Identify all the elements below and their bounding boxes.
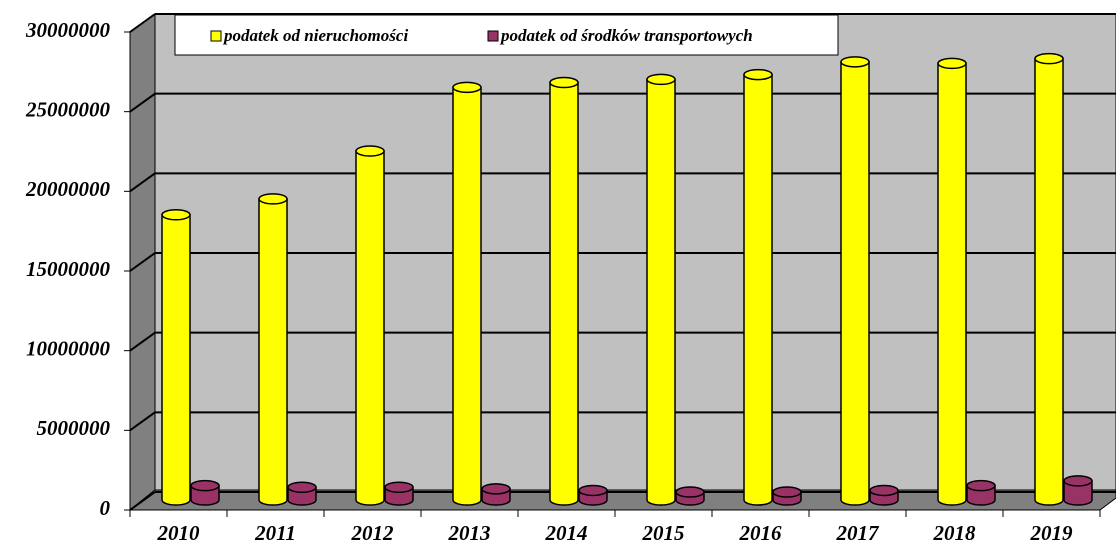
grid-line [129,331,156,352]
bar-top [937,57,967,70]
grid-line [129,13,156,33]
y-tick-label: 5000000 [37,416,111,440]
bar [355,145,385,506]
bar-body [258,198,288,506]
x-tick-label: 2012 [351,521,395,545]
bar-top [966,479,996,492]
y-tick-label: 10000000 [26,336,111,360]
bar [646,73,676,506]
bar-top [287,481,317,494]
legend-label: podatek od środków transportowych [499,26,753,45]
bar [937,57,967,506]
bar [1034,52,1064,506]
bar [549,76,579,506]
legend-label: podatek od nieruchomości [222,26,408,45]
x-tick-label: 2018 [933,521,977,545]
bar [190,479,220,506]
x-tick-label: 2014 [545,521,588,545]
bar-top [452,81,482,94]
grid-line [129,92,156,113]
bar-body [1034,57,1064,506]
bar-top [549,76,579,89]
bar-top [190,479,220,492]
y-tick-label: 25000000 [25,97,111,121]
bar-body [1063,480,1093,506]
bar [675,486,705,506]
grid-line [129,411,156,432]
x-tick-label: 2011 [254,521,296,545]
bar-body [646,78,676,506]
bar-top [743,68,773,81]
bar-top [161,209,191,221]
bar [1063,475,1093,506]
bar-top [869,484,899,497]
bar [966,479,996,506]
bar [743,68,773,506]
y-tick-label: 0 [100,496,111,520]
bar [840,56,870,506]
x-tick-label: 2017 [836,521,881,545]
bar [869,484,899,506]
x-tick-label: 2019 [1030,521,1074,545]
bar-top [481,483,511,495]
legend-marker [210,30,222,42]
x-tick-label: 2016 [739,521,783,545]
y-tick-label: 15000000 [26,257,111,281]
bar [287,481,317,506]
bar-top [840,56,870,68]
legend-marker [487,30,499,42]
bar-top [772,486,802,498]
bar-top [384,481,414,494]
bar [161,209,191,506]
grid-line [129,172,156,193]
bar [258,193,288,506]
bar-top [1063,475,1093,487]
bar-top [1034,52,1064,65]
bars [161,52,1093,506]
bar-body [937,62,967,506]
bar-body [161,214,191,506]
bar-body [355,150,385,506]
grid-line [129,252,156,272]
bar [452,81,482,506]
legend [174,14,839,56]
y-tick-label: 20000000 [25,177,111,201]
bar [772,486,802,506]
grid-line [129,491,156,511]
bar-top [646,73,676,86]
bar [578,484,608,506]
bar-top [355,145,385,157]
bar-body [549,81,579,506]
bar-top [675,486,705,498]
x-tick-label: 2013 [448,521,491,545]
bar-body [452,86,482,506]
bar [481,483,511,506]
bar-top [258,193,288,205]
bar-body [840,61,870,506]
bar-top [578,484,608,497]
y-tick-label: 30000000 [25,18,111,42]
bar-body [743,73,773,506]
x-tick-label: 2010 [157,521,201,545]
bar [384,481,414,506]
x-tick-label: 2015 [642,521,685,545]
